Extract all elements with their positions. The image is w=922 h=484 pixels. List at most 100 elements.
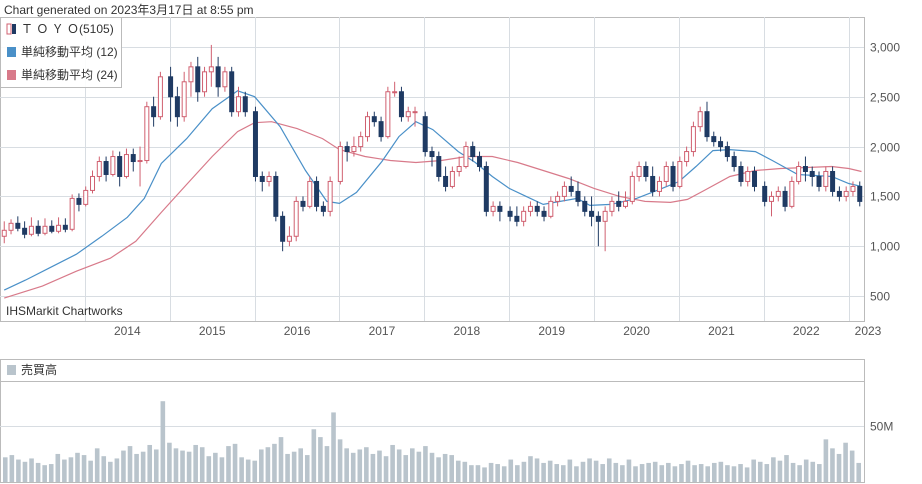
volume-bar [698, 464, 704, 482]
candle [541, 206, 547, 222]
volume-bar [252, 460, 258, 482]
candle-body [229, 71, 235, 113]
volume-bar [180, 450, 185, 482]
candle-body [307, 180, 313, 207]
volume-bar [101, 456, 107, 482]
candle-body [443, 175, 449, 187]
candle-body [823, 170, 829, 187]
volume-bar [55, 453, 61, 482]
candle-body [222, 71, 228, 88]
x-tick-label: 2023 [855, 324, 882, 338]
volume-bar [62, 459, 67, 482]
candle-body [589, 210, 595, 217]
candle-body [768, 195, 774, 202]
candle [174, 86, 180, 127]
volume-bar [239, 457, 244, 482]
candle [711, 131, 717, 147]
volume-bar [488, 462, 494, 482]
candle [358, 131, 364, 152]
candle-body [422, 116, 428, 153]
volume-bar [193, 444, 198, 482]
candle-body [490, 205, 496, 212]
candle-body [789, 180, 795, 207]
candle-body [398, 91, 404, 118]
candle [836, 186, 842, 202]
candle [823, 166, 829, 192]
candle-body [836, 190, 842, 197]
candle [110, 150, 116, 177]
volume-bar [580, 461, 586, 482]
candle-body [738, 166, 744, 182]
candle [28, 217, 34, 237]
candle-body [174, 96, 180, 118]
candle-body [775, 190, 781, 197]
candle [443, 166, 449, 192]
candle-body [242, 96, 248, 113]
volume-bar [508, 459, 514, 482]
candle-body [602, 210, 608, 222]
volume-bar [324, 446, 330, 482]
candle-body [609, 200, 615, 212]
candle [548, 196, 554, 219]
volume-bar [304, 455, 310, 482]
candle [595, 211, 601, 247]
candle [195, 56, 201, 102]
candle-body [782, 190, 788, 207]
candle-body [392, 91, 398, 94]
candle [62, 218, 68, 233]
volume-bar [357, 449, 363, 482]
candle-body [235, 96, 241, 113]
volume-bar [501, 466, 507, 482]
volume-bar [16, 459, 21, 482]
candle-body [49, 225, 55, 232]
candle [507, 206, 513, 222]
candle [857, 181, 863, 207]
candle-body [497, 205, 503, 212]
candle-body [650, 175, 656, 192]
candle-body [629, 175, 635, 202]
candle [151, 96, 157, 127]
candle [130, 148, 136, 172]
candle-body [117, 156, 123, 177]
candle-body [527, 205, 533, 212]
candle [83, 186, 89, 207]
volume-bar [672, 466, 678, 482]
candle-body [663, 166, 669, 182]
x-tick-label: 2019 [538, 324, 565, 338]
candle [56, 217, 62, 234]
candle-body [677, 161, 683, 187]
candle [15, 216, 21, 232]
price-y-tick-label: 1,500 [870, 190, 900, 204]
volume-panel: 売買高 50M [0, 359, 893, 483]
candle [704, 101, 710, 142]
candle-body [830, 170, 836, 192]
candle-body [314, 180, 320, 207]
candle [684, 146, 690, 167]
volume-bar [574, 466, 579, 482]
candle-body [752, 170, 758, 187]
volume-bar [88, 460, 93, 482]
candle-body [76, 197, 82, 205]
candle-body [157, 76, 163, 118]
volume-bar [173, 448, 179, 482]
price-legend-box [0, 17, 122, 88]
candle [280, 211, 286, 252]
candle [314, 176, 320, 212]
candle [677, 156, 683, 189]
price-y-tick-label: 1,000 [870, 240, 900, 254]
candle [850, 181, 856, 197]
candle-body [8, 222, 14, 231]
volume-bar [48, 464, 54, 482]
x-tick-label: 2018 [453, 324, 480, 338]
candle [293, 196, 299, 242]
volume-bar [331, 412, 336, 482]
candle [514, 206, 520, 227]
ma24-line [4, 121, 862, 299]
candle-body [412, 111, 418, 114]
volume-bar [771, 457, 776, 482]
volume-y-tick-label: 50M [870, 420, 893, 434]
candle-body [616, 200, 622, 207]
candle [555, 191, 561, 207]
candle [252, 106, 258, 182]
x-tick-label: 2020 [623, 324, 650, 338]
